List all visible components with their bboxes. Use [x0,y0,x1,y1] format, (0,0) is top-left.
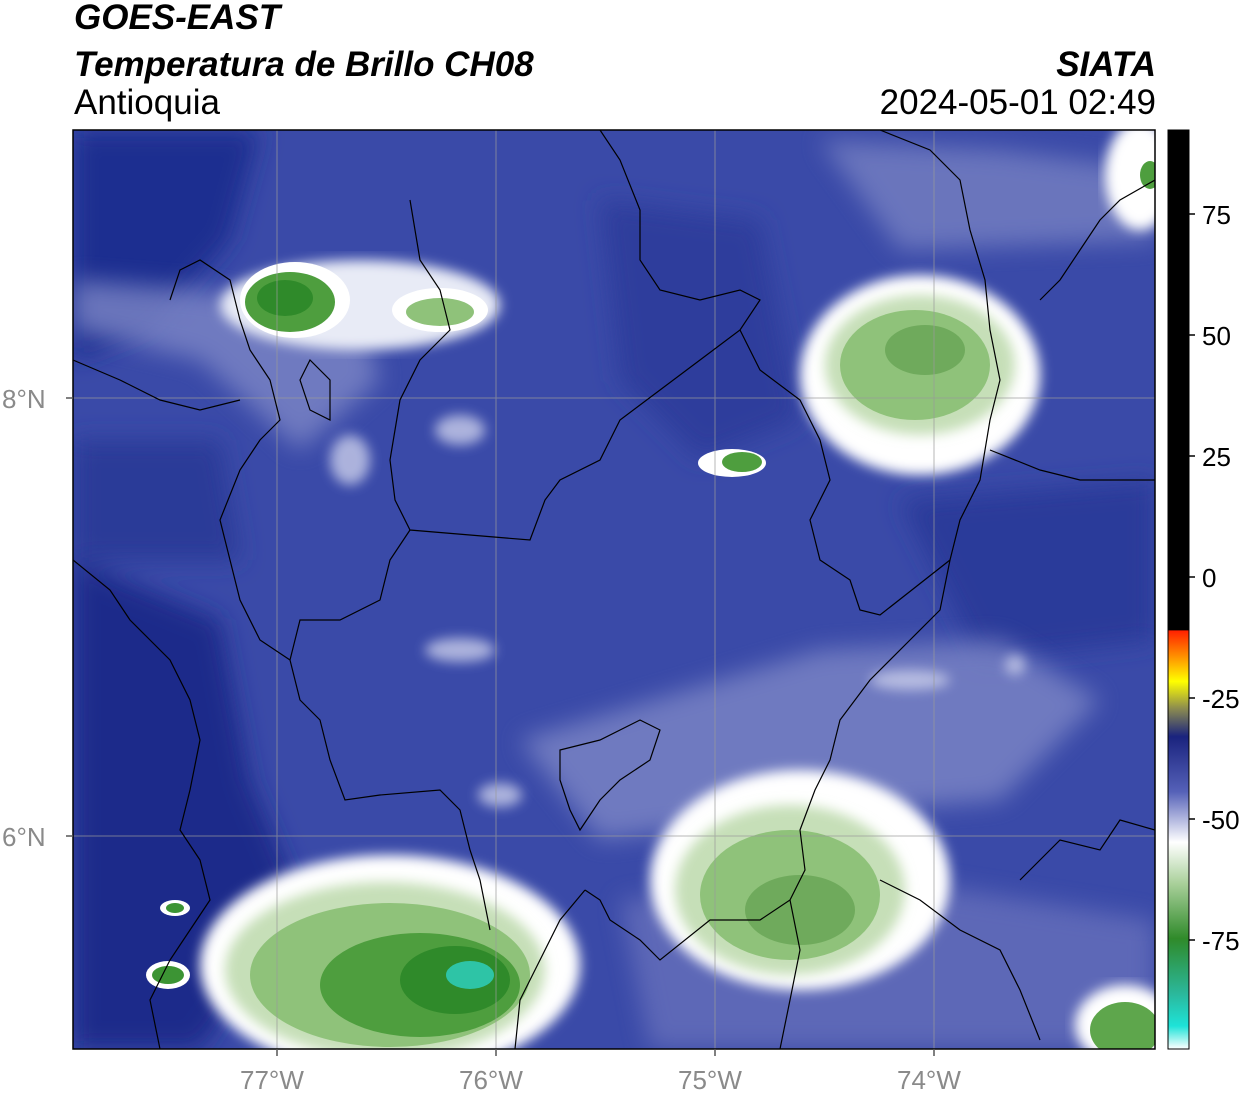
lon-tick-label: 77°W [240,1065,304,1095]
colorbar-tick-label: 0 [1202,563,1217,593]
lat-tick-label: 6°N [2,822,46,852]
lon-tick-label: 76°W [459,1065,523,1095]
colorbar [1167,129,1195,1050]
gridlines [73,130,1155,1049]
cloud-southwest [200,855,580,1049]
colorbar-tick-label: -75 [1202,926,1240,956]
axis-ticks [66,397,935,1056]
cloud-streaks [330,415,1025,807]
cloud-northeast [800,130,1155,475]
colorbar-tick-label: -50 [1202,805,1240,835]
colorbar-tick-label: 25 [1202,442,1231,472]
cloud-central [698,449,766,477]
lon-tick-label: 75°W [678,1065,742,1095]
administrative-boundaries [73,130,1155,1049]
lon-tick-label: 74°W [897,1065,961,1095]
cloud-northwest [220,260,500,350]
product-title: Temperatura de Brillo CH08 [74,45,534,84]
region-label: Antioquia [74,83,220,122]
organization-label: SIATA [1056,45,1156,84]
map-frame [72,129,1156,1050]
satellite-title: GOES-EAST [74,0,281,37]
datetime-label: 2024-05-01 02:49 [879,83,1156,122]
colorbar-tick-label: -25 [1202,684,1240,714]
lat-tick-label: 8°N [2,384,46,414]
colorbar-tick-label: 50 [1202,321,1231,351]
map-field [73,130,1155,1049]
colorbar-tick-label: 75 [1202,200,1231,230]
